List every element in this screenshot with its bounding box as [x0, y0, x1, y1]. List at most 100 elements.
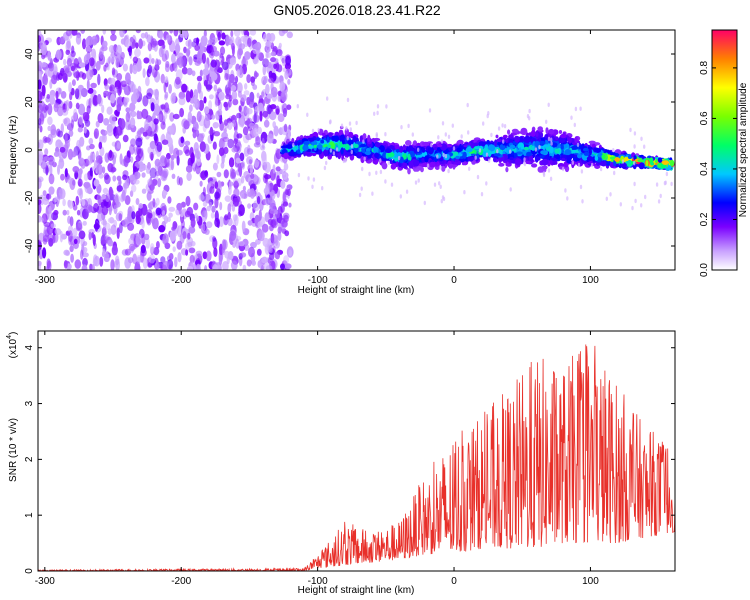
- signal-blob: [496, 138, 502, 143]
- noise-blob: [210, 212, 215, 219]
- noise-blob: [101, 226, 107, 236]
- signal-blob: [424, 155, 429, 163]
- noise-blob: [162, 43, 166, 49]
- noise-blob: [233, 30, 241, 37]
- noise-blob: [85, 37, 90, 47]
- signal-blob: [311, 140, 318, 146]
- signal-blob: [283, 152, 289, 160]
- noise-blob: [75, 222, 83, 232]
- noise-blob: [269, 252, 275, 261]
- faint-point: [332, 151, 336, 156]
- faint-point: [397, 155, 401, 161]
- noise-blob: [115, 255, 120, 266]
- signal-blob: [315, 137, 321, 142]
- noise-blob: [121, 189, 126, 201]
- faint-point: [545, 119, 548, 125]
- noise-blob: [203, 96, 207, 104]
- signal-blob: [461, 162, 467, 166]
- noise-blob: [194, 60, 201, 66]
- noise-blob: [58, 142, 64, 148]
- noise-blob: [232, 119, 237, 128]
- noise-blob: [229, 57, 237, 66]
- noise-blob: [73, 58, 79, 68]
- snr-scale-label: (x104): [6, 332, 19, 359]
- faint-point: [501, 123, 504, 128]
- faint-point: [564, 188, 567, 193]
- signal-blob: [408, 161, 414, 169]
- noise-blob: [48, 159, 55, 166]
- noise-blob: [246, 188, 254, 198]
- noise-blob: [185, 49, 191, 57]
- colorbar-tick-label: 0.8: [699, 61, 710, 75]
- noise-blob: [56, 72, 60, 81]
- noise-blob: [171, 53, 176, 64]
- signal-blob: [286, 144, 293, 149]
- noise-blob: [184, 140, 191, 146]
- faint-point: [496, 149, 499, 154]
- signal-blob: [367, 134, 371, 143]
- noise-blob: [103, 90, 110, 97]
- noise-blob: [75, 34, 82, 45]
- noise-blob: [238, 204, 245, 217]
- noise-blob: [246, 148, 254, 155]
- noise-blob: [180, 219, 185, 229]
- noise-blob: [169, 112, 175, 122]
- noise-blob: [53, 102, 59, 113]
- faint-point: [663, 181, 667, 186]
- faint-point: [311, 184, 314, 189]
- noise-blob: [159, 30, 163, 40]
- noise-blob: [110, 34, 117, 42]
- noise-blob: [182, 231, 187, 240]
- noise-blob: [164, 102, 170, 113]
- faint-point: [609, 192, 612, 197]
- noise-blob: [240, 192, 245, 200]
- noise-blob: [208, 100, 213, 110]
- spectrogram-xlabel: Height of straight line (km): [298, 285, 415, 296]
- signal-blob: [530, 129, 536, 137]
- noise-blob: [75, 102, 80, 110]
- noise-blob: [57, 106, 64, 117]
- noise-blob: [230, 260, 238, 270]
- noise-blob: [181, 66, 188, 75]
- noise-blob: [281, 30, 289, 34]
- signal-blob: [456, 139, 464, 145]
- faint-point: [350, 144, 354, 149]
- faint-point: [599, 166, 603, 172]
- faint-point: [613, 170, 616, 176]
- noise-blob: [272, 245, 276, 256]
- faint-point: [438, 181, 441, 186]
- noise-blob: [109, 114, 116, 125]
- noise-blob: [255, 136, 261, 146]
- faint-point: [340, 123, 344, 128]
- noise-blob: [101, 104, 105, 114]
- signal-blob: [414, 168, 420, 172]
- noise-blob: [107, 228, 112, 235]
- noise-blob: [60, 173, 65, 181]
- noise-blob: [38, 217, 44, 223]
- noise-blob: [129, 36, 134, 43]
- noise-blob: [127, 222, 135, 231]
- noise-blob: [173, 60, 178, 72]
- noise-blob: [38, 35, 42, 43]
- noise-blob: [250, 241, 257, 249]
- snr-xtick-label: 100: [582, 576, 599, 587]
- faint-point: [390, 182, 394, 187]
- noise-blob: [261, 256, 268, 264]
- noise-blob: [244, 83, 248, 90]
- noise-blob: [186, 172, 192, 182]
- noise-blob: [183, 120, 190, 130]
- signal-blob: [531, 163, 538, 168]
- faint-point: [523, 161, 526, 166]
- noise-blob: [187, 39, 192, 50]
- noise-blob: [277, 94, 281, 102]
- signal-blob: [509, 144, 516, 149]
- noise-blob: [152, 89, 159, 96]
- noise-blob: [275, 148, 282, 160]
- noise-blob: [211, 205, 216, 213]
- noise-blob: [135, 198, 140, 205]
- noise-blob: [246, 74, 251, 84]
- signal-blob: [498, 162, 505, 167]
- noise-blob: [102, 218, 107, 229]
- noise-blob: [188, 247, 196, 254]
- faint-point: [414, 180, 418, 185]
